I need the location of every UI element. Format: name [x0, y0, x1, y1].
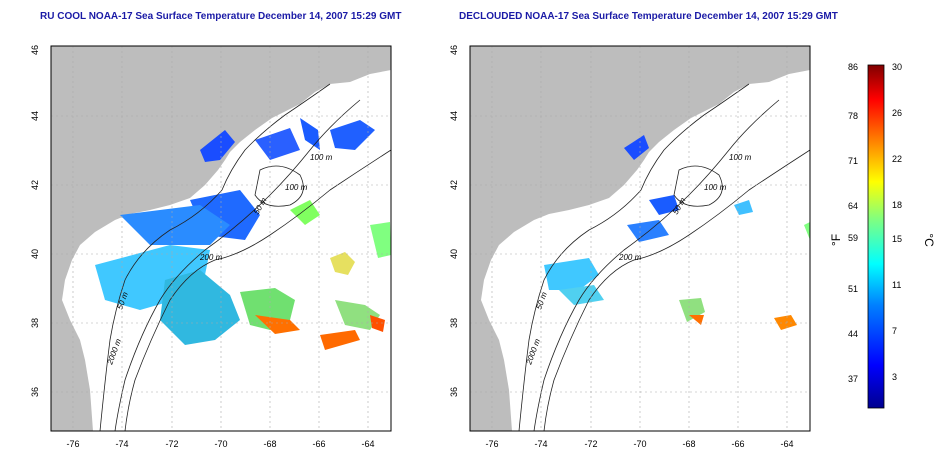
x-tick-label: -70 — [214, 439, 227, 449]
fahrenheit-label: °F — [829, 234, 843, 246]
sst-map-raw: 100 m 100 m 50 m 200 m 50 m 2000 m -76 -… — [30, 45, 392, 449]
x-tick-label: -74 — [534, 439, 547, 449]
x-tick-label: -74 — [115, 439, 128, 449]
bathymetry-contours — [99, 83, 391, 431]
y-tick-label: 44 — [30, 111, 40, 121]
contour-label: 100 m — [704, 183, 727, 192]
x-tick-label: -76 — [485, 439, 498, 449]
sst-patches — [544, 135, 810, 330]
y-tick-label: 40 — [30, 249, 40, 259]
contour-label: 100 m — [285, 183, 308, 192]
celsius-tick: 11 — [892, 280, 901, 290]
colorbar-gradient — [867, 64, 885, 409]
x-tick-label: -76 — [66, 439, 79, 449]
celsius-tick: 26 — [892, 108, 902, 118]
celsius-tick: 3 — [892, 372, 897, 382]
y-tick-label: 42 — [30, 180, 40, 190]
fahrenheit-tick: 86 — [848, 62, 858, 72]
x-tick-label: -72 — [584, 439, 597, 449]
x-tick-label: -68 — [682, 439, 695, 449]
sst-patches — [95, 118, 391, 350]
y-tick-label: 46 — [30, 45, 40, 55]
x-tick-label: -64 — [780, 439, 793, 449]
land-mass — [51, 46, 391, 431]
x-tick-label: -66 — [731, 439, 744, 449]
contour-label: 100 m — [310, 153, 333, 162]
y-tick-label: 40 — [449, 249, 459, 259]
fahrenheit-tick: 64 — [848, 201, 858, 211]
contour-label: 200 m — [618, 253, 642, 262]
celsius-tick: 30 — [892, 62, 902, 72]
panel-title-declouded: DECLOUDED NOAA-17 Sea Surface Temperatur… — [459, 11, 838, 22]
x-tick-label: -66 — [312, 439, 325, 449]
panel-title-raw: RU COOL NOAA-17 Sea Surface Temperature … — [40, 11, 402, 22]
x-tick-label: -72 — [165, 439, 178, 449]
fahrenheit-tick: 44 — [848, 329, 858, 339]
fahrenheit-tick: 37 — [848, 374, 858, 384]
y-tick-label: 44 — [449, 111, 459, 121]
x-tick-label: -70 — [633, 439, 646, 449]
bathymetry-contours — [518, 83, 810, 431]
contour-label: 100 m — [729, 153, 752, 162]
y-tick-label: 46 — [449, 45, 459, 55]
colorbar: 86 78 71 64 59 51 44 37 °F 30 26 22 18 1… — [829, 62, 936, 409]
celsius-tick: 15 — [892, 234, 902, 244]
fahrenheit-tick: 78 — [848, 111, 858, 121]
y-tick-label: 38 — [30, 318, 40, 328]
y-tick-label: 36 — [30, 387, 40, 397]
x-tick-label: -68 — [263, 439, 276, 449]
y-tick-label: 36 — [449, 387, 459, 397]
fahrenheit-tick: 51 — [848, 284, 858, 294]
x-tick-label: -64 — [361, 439, 374, 449]
y-tick-label: 42 — [449, 180, 459, 190]
grid-lines — [470, 46, 810, 431]
fahrenheit-tick: 71 — [848, 156, 858, 166]
contour-label: 200 m — [199, 253, 223, 262]
grid-lines — [51, 46, 391, 431]
y-tick-label: 38 — [449, 318, 459, 328]
celsius-tick: 7 — [892, 326, 897, 336]
celsius-tick: 22 — [892, 154, 902, 164]
fahrenheit-tick: 59 — [848, 233, 858, 243]
sst-map-declouded: 100 m 100 m 50 m 200 m 50 m 2000 m -76 -… — [449, 45, 811, 449]
celsius-label: °C — [922, 233, 936, 247]
map-frame — [469, 45, 811, 432]
map-frame — [50, 45, 392, 432]
celsius-tick: 18 — [892, 200, 902, 210]
land-mass — [470, 46, 810, 431]
